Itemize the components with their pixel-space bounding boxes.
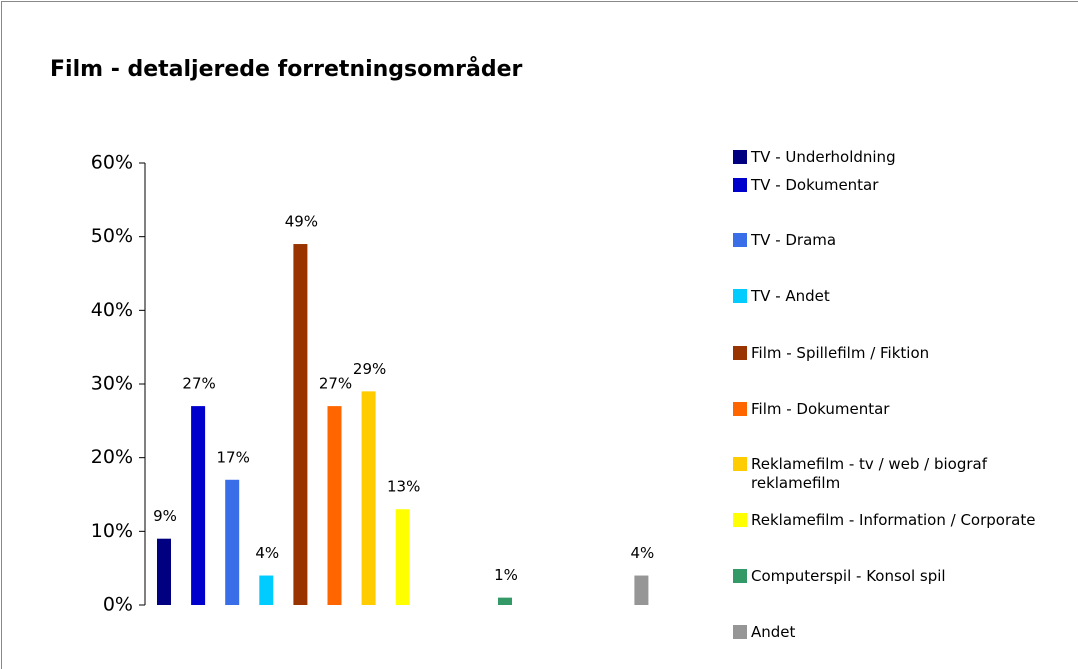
bar [327,406,342,605]
bar [157,538,171,605]
bar [293,244,308,606]
y-tick-label: 20% [91,446,133,468]
y-tick-label: 30% [91,373,133,395]
y-tick-label: 50% [91,225,133,247]
data-label: 4% [255,544,279,562]
legend-label: Reklamefilm - tv / web / biograf reklame… [751,455,988,492]
bar [361,391,376,605]
legend-swatch [733,625,747,639]
legend-swatch [733,569,747,583]
legend-label: Andet [751,623,796,641]
legend-swatch [733,457,747,471]
y-tick-label: 40% [91,299,133,321]
bar [395,509,410,605]
data-label: 9% [153,507,177,525]
legend-swatch [733,402,747,416]
legend-swatch [733,150,747,164]
data-label: 49% [285,213,318,231]
data-label: 4% [631,544,655,562]
legend-label: Reklamefilm - Information / Corporate [751,511,1036,529]
y-tick-label: 0% [103,594,133,616]
y-tick-label: 10% [91,520,133,542]
bar [225,479,240,605]
legend-label: Film - Spillefilm / Fiktion [751,344,930,362]
legend-swatch [733,513,747,527]
legend-label: TV - Drama [751,231,837,249]
bar [634,575,649,605]
legend-label: TV - Andet [751,287,830,305]
legend-label: TV - Dokumentar [751,176,879,194]
legend-swatch [733,178,747,192]
data-label: 29% [353,360,386,378]
data-label: 27% [182,375,215,393]
legend-swatch [733,289,747,303]
chart-title: Film - detaljerede forretningsområder [50,56,523,82]
legend-label: Computerspil - Konsol spil [751,567,946,585]
bar [259,575,274,605]
data-label: 27% [319,375,352,393]
data-label: 1% [494,566,518,584]
bar [498,597,512,605]
legend-label: TV - Underholdning [751,148,896,166]
y-tick-label: 60% [91,152,133,174]
data-label: 13% [387,478,420,496]
legend-label: Film - Dokumentar [751,400,890,418]
legend-swatch [733,233,747,247]
bar [191,406,206,605]
data-label: 17% [217,448,250,466]
legend-swatch [733,346,747,360]
